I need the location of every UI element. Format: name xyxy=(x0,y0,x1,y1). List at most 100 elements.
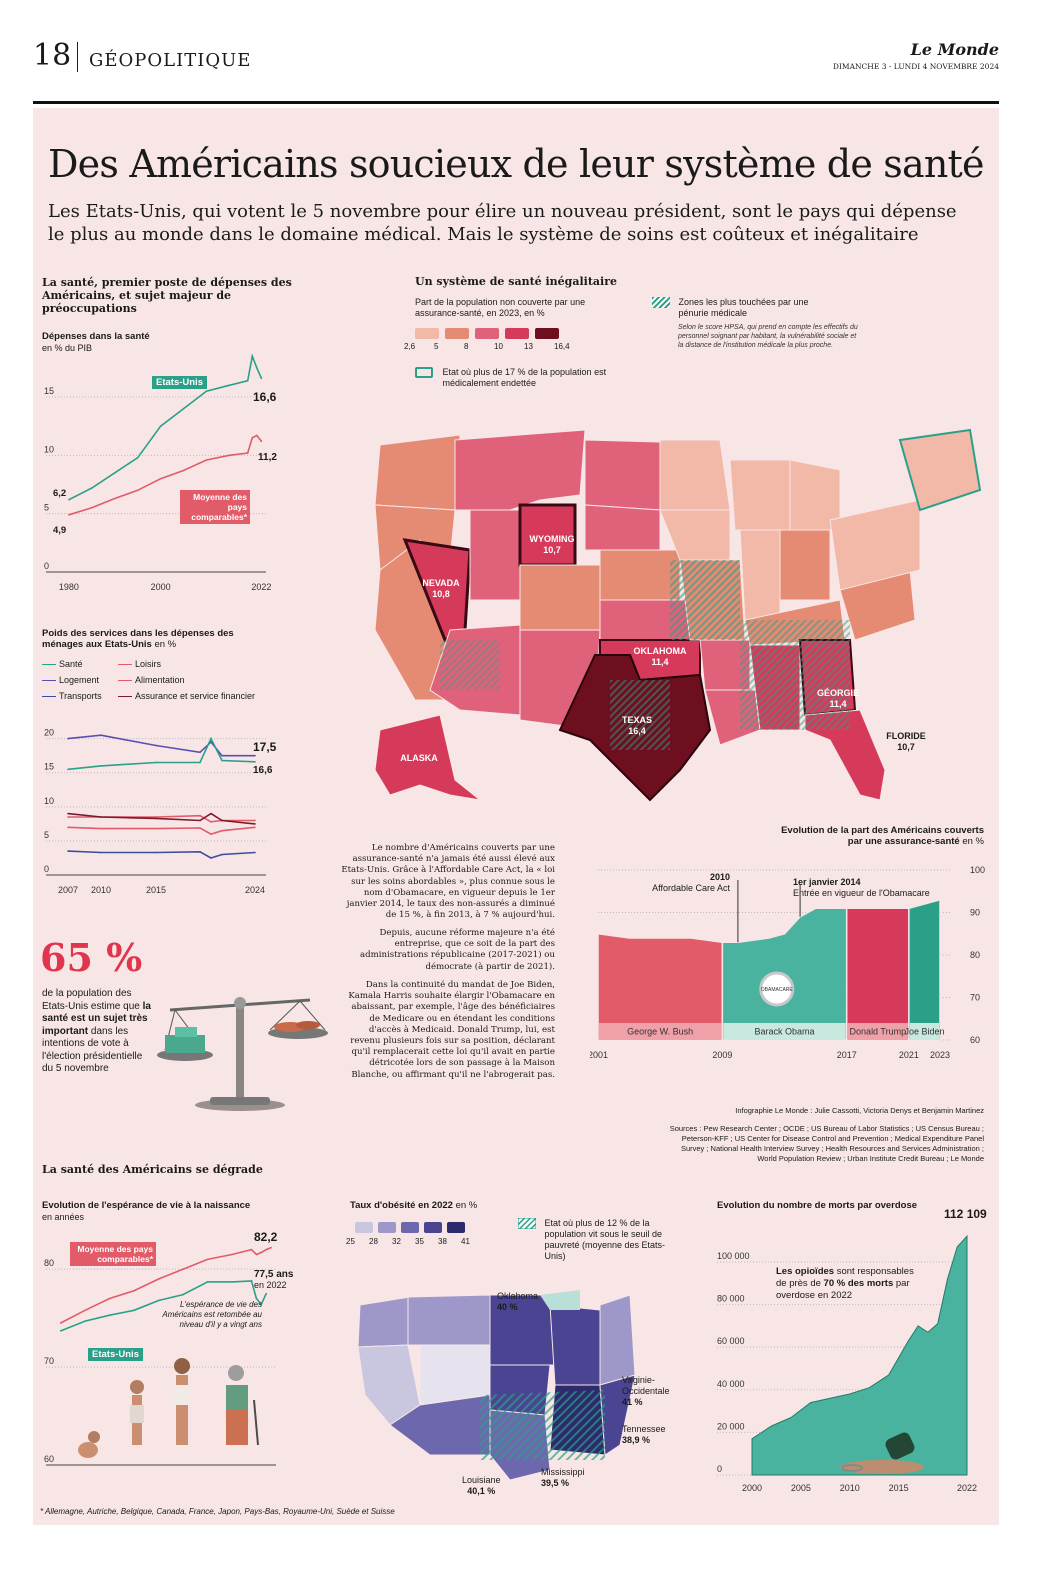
data-point xyxy=(206,1281,209,1283)
georgie-value: 11,4 xyxy=(829,699,847,709)
obesity-swatch xyxy=(378,1222,396,1233)
inequality-swatch xyxy=(415,328,439,339)
spending-heading: La santé, premier poste de dépenses des … xyxy=(42,276,292,315)
callout-virginie: Virginie-Occidentale 41 % xyxy=(622,1375,692,1408)
label-alaska: ALASKA xyxy=(400,753,438,763)
x-tick-label: 2000 xyxy=(742,1483,762,1493)
data-point xyxy=(67,816,69,818)
label-floride: FLORIDE 10,7 xyxy=(880,731,932,753)
credits-infographic: Infographie Le Monde : Julie Cassotti, V… xyxy=(735,1106,984,1115)
spending-us-start: 6,2 xyxy=(53,488,67,499)
data-point xyxy=(100,765,102,767)
series-line-3 xyxy=(67,812,256,825)
x-tick-label: 2017 xyxy=(837,1050,857,1060)
poll-text: de la population des Etats-Unis estime q… xyxy=(42,988,152,1076)
data-point xyxy=(100,816,102,818)
data-point xyxy=(159,477,162,480)
label-nevada: NEVADA 10,8 xyxy=(418,578,464,600)
data-point xyxy=(84,1309,86,1312)
data-point xyxy=(205,459,208,461)
article-p1: Le nombre d'Américains couverts par une … xyxy=(341,843,555,921)
data-point xyxy=(155,816,157,818)
y-tick-label: 80 000 xyxy=(717,1294,745,1304)
data-point xyxy=(251,355,254,357)
data-point xyxy=(67,768,69,771)
obamacare-badge xyxy=(759,971,795,1007)
data-point xyxy=(228,454,231,457)
obesity-swatch xyxy=(424,1222,442,1233)
data-point xyxy=(210,812,212,815)
life-title: Evolution de l'espérance de vie à la nai… xyxy=(42,1200,251,1211)
data-point xyxy=(108,1314,111,1316)
data-point xyxy=(221,754,223,757)
data-point xyxy=(251,437,254,439)
state-florida xyxy=(804,709,886,801)
data-point xyxy=(254,823,256,825)
y-tick-label: 20 000 xyxy=(717,1421,745,1431)
y-tick-label: 60 xyxy=(44,1454,54,1464)
state-washington xyxy=(374,434,461,511)
area-fill xyxy=(751,1234,968,1476)
wv-name: Virginie-Occidentale xyxy=(622,1375,670,1396)
president-band-1 xyxy=(723,1023,846,1040)
data-point xyxy=(136,489,139,492)
y-tick-label: 60 000 xyxy=(717,1336,745,1346)
series-line-1 xyxy=(68,434,263,516)
coverage-chart: 100 90 80 70 60 2001 2009 2017 2021 2023 George W… xyxy=(590,865,985,1060)
data-point xyxy=(210,833,212,835)
state-nebraska xyxy=(599,549,681,601)
obesity-legend-value: 32 xyxy=(392,1237,401,1246)
x-tick-label: 2024 xyxy=(245,885,265,895)
data-point xyxy=(205,390,208,392)
y-tick-label: 70 xyxy=(44,1356,54,1366)
data-point xyxy=(67,850,69,852)
households-unit: en % xyxy=(154,639,177,650)
article-p3: Dans la continuité du mandat de Joe Bide… xyxy=(348,980,555,1080)
x-tick-label: 2005 xyxy=(791,1483,811,1493)
ann-2014-year: 1er janvier 2014 xyxy=(793,877,861,887)
obesity-swatch xyxy=(447,1222,465,1233)
obesity-unit: en % xyxy=(455,1200,478,1211)
data-point xyxy=(68,514,70,516)
data-point xyxy=(260,1303,263,1306)
obesity-swatch xyxy=(355,1222,373,1233)
data-point xyxy=(199,851,201,853)
callout-oklahoma: Oklahoma 40 % xyxy=(497,1291,538,1313)
coverage-ann-2014: 1er janvier 2014 Entrée en vigueur de l'O… xyxy=(793,877,933,899)
data-point xyxy=(199,819,201,822)
overdose-chart: 100 000 80 000 60 000 40 000 20 000 0 2000 2005… xyxy=(717,1234,977,1493)
x-tick-label: 2023 xyxy=(930,1050,950,1060)
page-subtitle: Les Etats-Unis, qui votent le 5 novembre… xyxy=(48,201,957,245)
spending-comp-end: 11,2 xyxy=(258,452,277,463)
obesity-legend-value: 35 xyxy=(415,1237,424,1246)
data-point xyxy=(67,812,69,815)
coverage-title-text: Evolution de la part des Américains couv… xyxy=(781,825,984,847)
y-tick-label: 5 xyxy=(44,503,49,513)
data-point xyxy=(270,1246,272,1249)
wyoming-value: 10,7 xyxy=(543,545,561,555)
data-point xyxy=(210,741,212,743)
state-south-dakota xyxy=(584,504,661,551)
inequality-map xyxy=(374,428,982,802)
obesity-legend-value: 25 xyxy=(346,1237,355,1246)
ok-name: Oklahoma xyxy=(497,1291,539,1301)
data-point xyxy=(231,1281,233,1283)
data-point xyxy=(260,377,263,380)
spending-chart-unit: en % du PIB xyxy=(42,343,93,353)
data-point xyxy=(155,744,157,747)
y-tick-label: 15 xyxy=(44,386,54,396)
data-point xyxy=(67,737,69,740)
data-point xyxy=(256,367,258,369)
spending-chart-title: Dépenses dans la santé xyxy=(42,331,150,342)
x-tick-label: 1980 xyxy=(59,582,79,592)
masthead-divider xyxy=(77,42,78,72)
state-alaska xyxy=(374,714,482,801)
poverty-swatch xyxy=(517,1217,537,1230)
data-point xyxy=(91,507,93,509)
la-value: 40,1 % xyxy=(467,1486,496,1496)
callout-tennessee: Tennessee 38,9 % xyxy=(622,1424,666,1446)
households-legend: Santé Loisirs Logement Alimentation Transp… xyxy=(42,656,302,704)
y-tick-label: 80 xyxy=(44,1258,54,1268)
data-point xyxy=(254,761,256,763)
scale-illustration xyxy=(157,997,328,1111)
